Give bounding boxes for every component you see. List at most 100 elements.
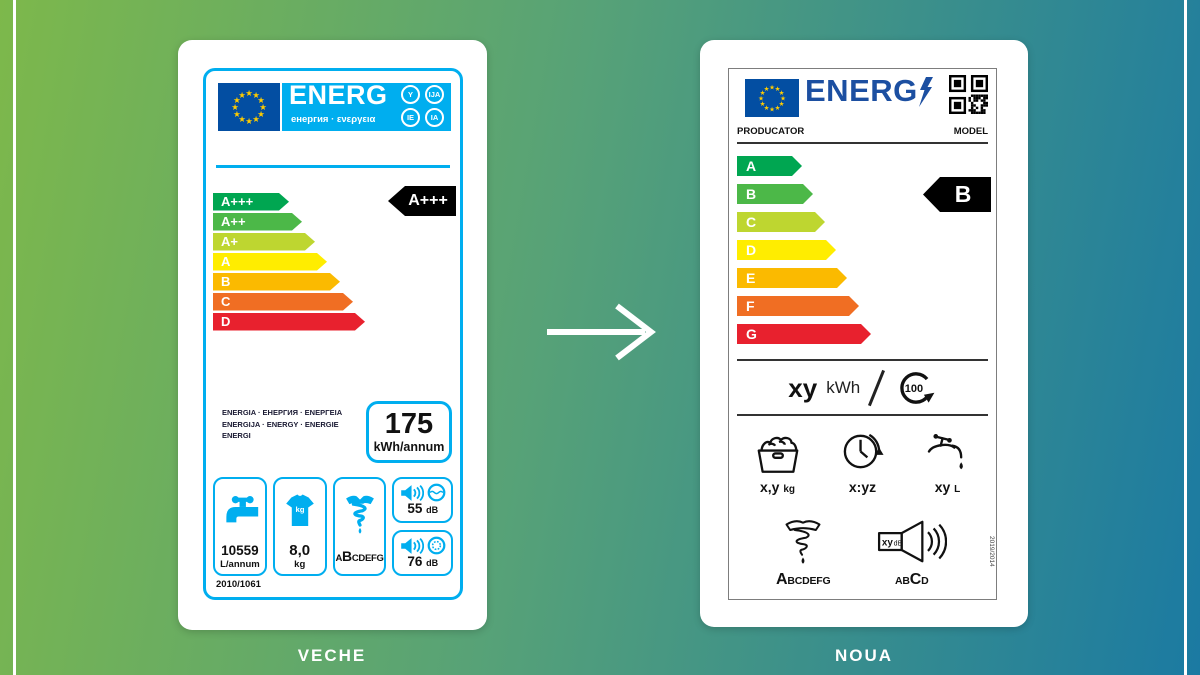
rating-bar: C (213, 293, 353, 311)
svg-text:★: ★ (764, 85, 770, 93)
rating-grade-letter: C (221, 294, 231, 310)
svg-text:★: ★ (238, 114, 246, 124)
svg-text:★: ★ (238, 90, 246, 100)
spin-class-main: A (776, 571, 788, 588)
svg-text:★: ★ (233, 109, 241, 119)
rating-grade-letter: A++ (221, 214, 246, 230)
capacity-column: x,y kg (735, 429, 820, 495)
water-consumption-box: 10559 L/annum (213, 477, 267, 576)
rating-bar: D (737, 240, 836, 260)
svg-text:★: ★ (775, 104, 781, 112)
svg-text:xy: xy (882, 537, 893, 548)
separator-line (737, 142, 988, 144)
noise-class-label: ABCD (895, 571, 929, 589)
energy-words-line2: ENERGIJA · ENERGY · ENERGIE (222, 419, 339, 429)
suffix-circle-y: Y (401, 85, 420, 104)
rating-bar: A (737, 156, 802, 176)
rating-bar: D (213, 313, 365, 331)
arrow-right-icon (547, 303, 656, 361)
consumption-value: 175 (384, 408, 434, 440)
new-rating-value: B (954, 181, 972, 207)
energy-word-block: ENERGIA · ЕНЕРГИЯ · ΕΝΕΡΓΕΙΑ ENERGIJA · … (222, 407, 342, 442)
noise-class-pre: AB (894, 575, 910, 587)
rating-grade-letter: B (221, 274, 231, 290)
svg-text:★: ★ (231, 102, 239, 112)
suffix-circle-ie: IE (401, 108, 420, 127)
svg-text:★: ★ (245, 116, 253, 126)
spin-class-box: ABCDEFG (332, 477, 387, 576)
capacity-value: x,y (759, 479, 780, 495)
eu-flag-icon: ★ ★★★★★★★★★★★ (218, 83, 280, 131)
spin-class-column: ABCDEFG (749, 516, 858, 589)
energ-logo: ENERG (805, 73, 934, 109)
rating-grade-letter: F (746, 298, 755, 314)
rating-grade-letter: C (746, 214, 757, 230)
duration-column: x:yz (820, 429, 905, 495)
old-rating-scale: A+++ A++ A+ A B C D (213, 193, 365, 333)
rating-bar: A (213, 253, 327, 271)
energy-words-line3: ENERGI (222, 431, 251, 441)
svg-text:★: ★ (775, 85, 781, 93)
left-edge-line (13, 0, 16, 675)
rating-bar: C (737, 212, 825, 232)
svg-text:★: ★ (779, 89, 785, 97)
svg-text:100: 100 (904, 383, 922, 395)
old-rating-arrow: A+++ (388, 186, 456, 216)
language-suffix-circles: Y IJA IE IA (401, 84, 447, 130)
tshirt-kg-icon: kg (281, 479, 319, 542)
svg-text:★: ★ (769, 105, 775, 113)
producer-label: PRODUCATOR (737, 126, 805, 137)
new-rating-arrow: B (923, 177, 991, 212)
spin-dry-icon (785, 520, 821, 564)
spin-dry-icon (342, 479, 378, 548)
water-value: 10559 (221, 543, 259, 559)
svg-text:★: ★ (252, 90, 260, 100)
spin-class-value: ABCDEFG (335, 548, 383, 570)
rating-bar: B (213, 273, 340, 291)
svg-text:★: ★ (760, 100, 766, 108)
noise-class-main: C (909, 571, 922, 588)
spin-class-label: ABCDEFG (776, 571, 831, 589)
energy-per-100-cycles-row: xy kWh 100 (729, 363, 996, 413)
energy-value: xy (788, 372, 818, 403)
noise-wash-unit: dB (426, 504, 439, 515)
suffix-circle-ija: IJA (425, 85, 444, 104)
rating-bar: A+++ (213, 193, 289, 211)
energ-logo-band: ENERG енергия · ενεργεια Y IJA IE IA (282, 80, 451, 131)
svg-text:★: ★ (769, 83, 775, 91)
rating-grade-letter: B (746, 186, 757, 202)
svg-text:kg: kg (295, 505, 304, 514)
svg-text:★: ★ (779, 100, 785, 108)
speaker-icon (400, 484, 424, 501)
rating-bar: A++ (213, 213, 302, 231)
noise-class-post: D (921, 575, 929, 587)
old-regulation-number: 2010/1061 (216, 579, 261, 590)
old-energy-label: ★ ★ ★ ★ ★ ★ ★ ★ ★ ★ ★ ★ ENERG енергия · ενεργεια Y … (203, 68, 463, 600)
consumption-unit: kWh/annum (373, 440, 445, 454)
energ-logo-subtitle: енергия · ενεργεια (291, 114, 376, 125)
new-label-card: ★ ★ ★ ★ ★ ★ ★ ★ ★ ★ ★ ★ ENERG PRODUCATOR MODEL A B (700, 40, 1028, 627)
rating-grade-letter: A+ (221, 234, 238, 250)
water-tap-icon (220, 479, 260, 543)
water-unit: L (954, 484, 961, 495)
per-slash (868, 369, 885, 407)
capacity-value: 8,0 (289, 541, 311, 559)
svg-text:★: ★ (257, 95, 265, 105)
svg-text:★: ★ (760, 89, 766, 97)
noise-spin-box: 76 dB (392, 530, 453, 576)
annual-consumption-box: 175 kWh/annum (366, 401, 452, 463)
old-label-header: ★ ★ ★ ★ ★ ★ ★ ★ ★ ★ ★ ★ ENERG енергия · ενεργεια Y … (218, 80, 451, 131)
laundry-basket-icon (757, 436, 798, 473)
noise-column: 55 dB (392, 477, 453, 576)
speaker-icon (400, 537, 424, 554)
water-label: xy L (935, 479, 961, 495)
svg-text:dB: dB (893, 540, 902, 547)
energy-words-line1: ENERGIA · ЕНЕРГИЯ · ΕΝΕΡΓΕΙΑ (222, 408, 343, 417)
rating-bar: A+ (213, 233, 315, 251)
eu-flag-icon: ★ ★★★★★★★★★★★ (745, 79, 799, 117)
suffix-circle-ia: IA (425, 108, 444, 127)
rating-grade-letter: D (746, 242, 757, 258)
rating-grade-letter: A (221, 254, 231, 270)
qr-code (949, 75, 988, 114)
rating-grade-letter: A+++ (221, 194, 254, 210)
